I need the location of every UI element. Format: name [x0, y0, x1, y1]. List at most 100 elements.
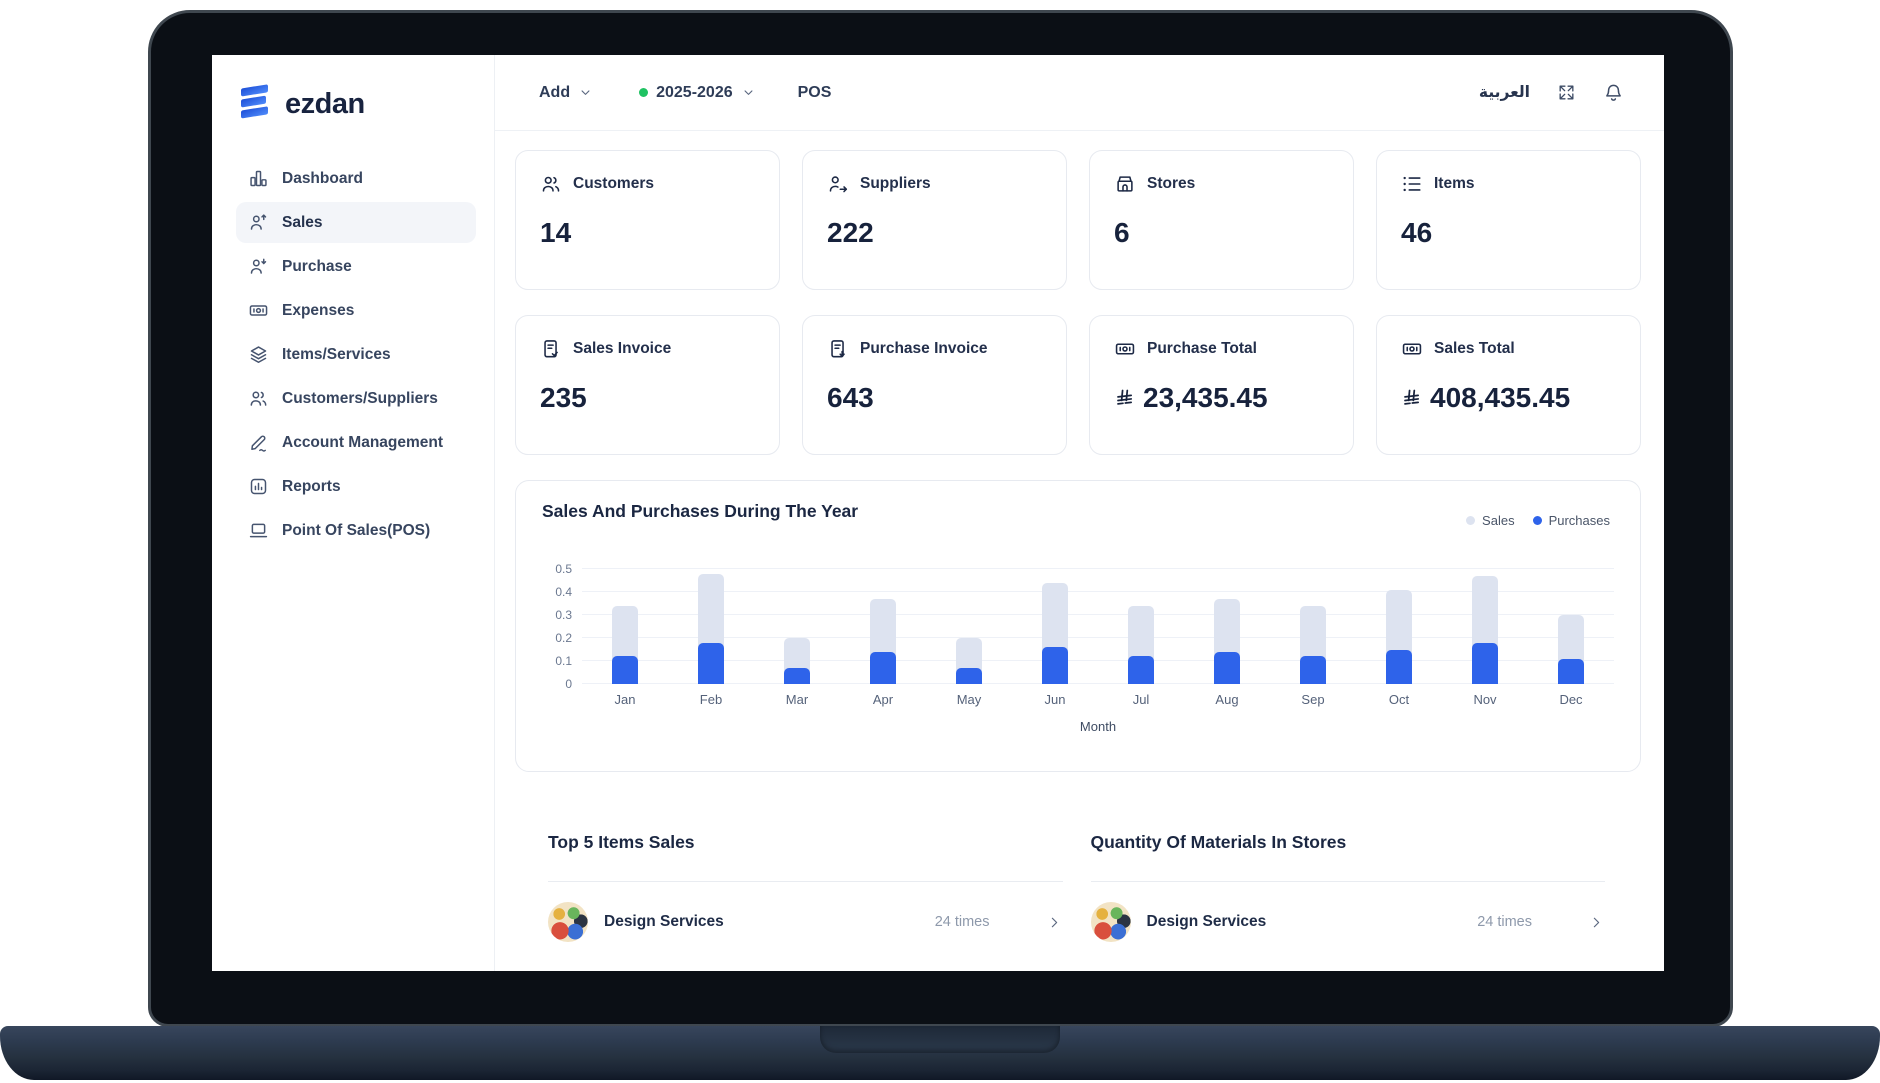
x-tick-label: Aug [1215, 692, 1239, 707]
list-item[interactable]: Design Services 24 times [548, 882, 1063, 942]
stat-card-label: Sales Total [1434, 340, 1515, 357]
stat-card-header: Purchase Invoice [827, 338, 1042, 360]
legend-label: Purchases [1548, 513, 1610, 528]
sidebar-item-dashboard[interactable]: Dashboard [236, 158, 476, 199]
item-avatar [1090, 902, 1131, 942]
legend-item-purchases: Purchases [1532, 513, 1610, 528]
banknote-icon [1401, 338, 1423, 360]
stat-card-header: Sales Total [1401, 338, 1616, 360]
fullscreen-icon[interactable] [1557, 83, 1576, 102]
sidebar: ezdan Dashboard Sales Purchase Expenses Item… [212, 55, 495, 971]
stat-card-value: 235 [540, 382, 755, 414]
fiscal-year-selector[interactable]: 2025-2026 [639, 84, 756, 102]
y-tick-label: 0.3 [555, 608, 572, 622]
stat-card-header: Purchase Total [1114, 338, 1329, 360]
bottom-lists: Top 5 Items Sales Design Services 24 times… [548, 832, 1605, 942]
purchases-bar [1558, 658, 1584, 684]
section-divider [548, 881, 1063, 882]
section-quantity-of-materials-in-stores: Quantity Of Materials In Stores Design Se… [1090, 832, 1606, 942]
sidebar-item-point-of-sales-pos[interactable]: Point Of Sales(POS) [236, 510, 476, 551]
purchase-icon [248, 256, 269, 277]
bar-group-aug [1184, 560, 1270, 684]
stat-card-label: Stores [1147, 175, 1196, 192]
stat-card-sales-invoice: Sales Invoice 235 [515, 315, 780, 455]
sidebar-item-label: Items/Services [282, 345, 391, 363]
sidebar-item-label: Expenses [282, 301, 355, 319]
x-tick-label: Jun [1044, 692, 1066, 707]
x-tick-label: Sep [1301, 692, 1325, 707]
stat-card-label: Suppliers [860, 175, 931, 192]
riyal-symbol-icon [1401, 388, 1422, 409]
bar-group-may [926, 560, 1012, 684]
pos-link-label: POS [797, 83, 832, 101]
sidebar-item-reports[interactable]: Reports [236, 466, 476, 507]
pos-icon [248, 520, 269, 541]
chevron-right-icon[interactable] [1588, 914, 1605, 931]
stat-card-stores: Stores 6 [1089, 150, 1354, 290]
store-icon [1114, 173, 1136, 195]
x-tick-label: Jan [614, 692, 636, 707]
dashboard-icon [248, 168, 269, 189]
purchases-bar [1386, 649, 1412, 684]
stat-card-number: 643 [827, 382, 874, 413]
sidebar-item-account-management[interactable]: Account Management [236, 422, 476, 463]
purchases-bar [784, 667, 810, 684]
sidebar-item-label: Dashboard [282, 169, 363, 187]
stat-card-label: Purchase Invoice [860, 340, 988, 357]
stat-card-header: Suppliers [827, 173, 1042, 195]
legend-dot [1532, 516, 1542, 525]
sidebar-item-label: Customers/Suppliers [282, 389, 438, 407]
purchases-bar [612, 656, 638, 684]
item-avatar [548, 902, 588, 942]
sales-purchases-chart-card: Sales And Purchases During The Year Sale… [515, 480, 1641, 772]
stat-card-sales-total: Sales Total 408,435.45 [1376, 315, 1641, 455]
chevron-right-icon[interactable] [1046, 914, 1063, 931]
stat-card-value: 643 [827, 382, 1042, 414]
y-tick-label: 0.4 [555, 585, 572, 599]
section-divider [1090, 881, 1605, 882]
list-item[interactable]: Design Services 24 times [1090, 882, 1606, 942]
brand-logo[interactable]: ezdan [238, 81, 476, 128]
gridline [582, 591, 1614, 592]
y-tick-label: 0.5 [555, 562, 572, 576]
sidebar-item-customers-suppliers[interactable]: Customers/Suppliers [236, 378, 476, 419]
stat-card-purchase-invoice: Purchase Invoice 643 [802, 315, 1067, 455]
sidebar-item-label: Purchase [282, 257, 352, 275]
chart-x-axis-title: Month [1079, 719, 1117, 734]
legend-label: Sales [1482, 513, 1515, 528]
language-switch[interactable]: العربية [1478, 84, 1530, 101]
purchases-bar [956, 667, 982, 684]
main-area: Add 2025-2026 POS العربية [495, 55, 1664, 971]
sidebar-item-purchase[interactable]: Purchase [236, 246, 476, 287]
gridline [582, 683, 1614, 684]
gridline [582, 614, 1614, 615]
bar-group-dec [1528, 560, 1614, 684]
stat-card-header: Sales Invoice [540, 338, 755, 360]
stat-card-number: 222 [827, 217, 874, 248]
add-button[interactable]: Add [539, 84, 593, 102]
gridline [582, 568, 1614, 569]
bell-icon[interactable] [1603, 82, 1624, 103]
stat-card-value: 408,435.45 [1401, 382, 1616, 414]
stat-card-label: Purchase Total [1147, 340, 1257, 357]
bar-group-mar [754, 560, 840, 684]
stat-card-number: 23,435.45 [1143, 382, 1268, 413]
chevron-down-icon [578, 85, 593, 100]
chart-title: Sales And Purchases During The Year [542, 501, 859, 521]
bar-group-nov [1442, 560, 1528, 684]
stat-cards-grid: Customers 14 Suppliers 222 Stores 6 Items 46 Sal… [515, 150, 1641, 455]
ezdan-logo-icon [238, 81, 276, 128]
pos-link[interactable]: POS [798, 84, 832, 102]
x-tick-label: Mar [785, 692, 809, 707]
sidebar-item-items-services[interactable]: Items/Services [236, 334, 476, 375]
legend-item-sales: Sales [1466, 513, 1515, 528]
chart-legend: Sales Purchases [1466, 513, 1610, 528]
chart-bars [582, 560, 1614, 684]
chart-plot-area: 0 0.1 0.2 0.3 0.4 0.5 [542, 560, 1614, 691]
purchases-bar [698, 642, 724, 684]
item-count: 24 times [1477, 914, 1532, 930]
stat-card-value: 23,435.45 [1114, 382, 1329, 414]
stat-card-number: 46 [1401, 217, 1433, 248]
sidebar-item-sales[interactable]: Sales [236, 202, 476, 243]
sidebar-item-expenses[interactable]: Expenses [236, 290, 476, 331]
